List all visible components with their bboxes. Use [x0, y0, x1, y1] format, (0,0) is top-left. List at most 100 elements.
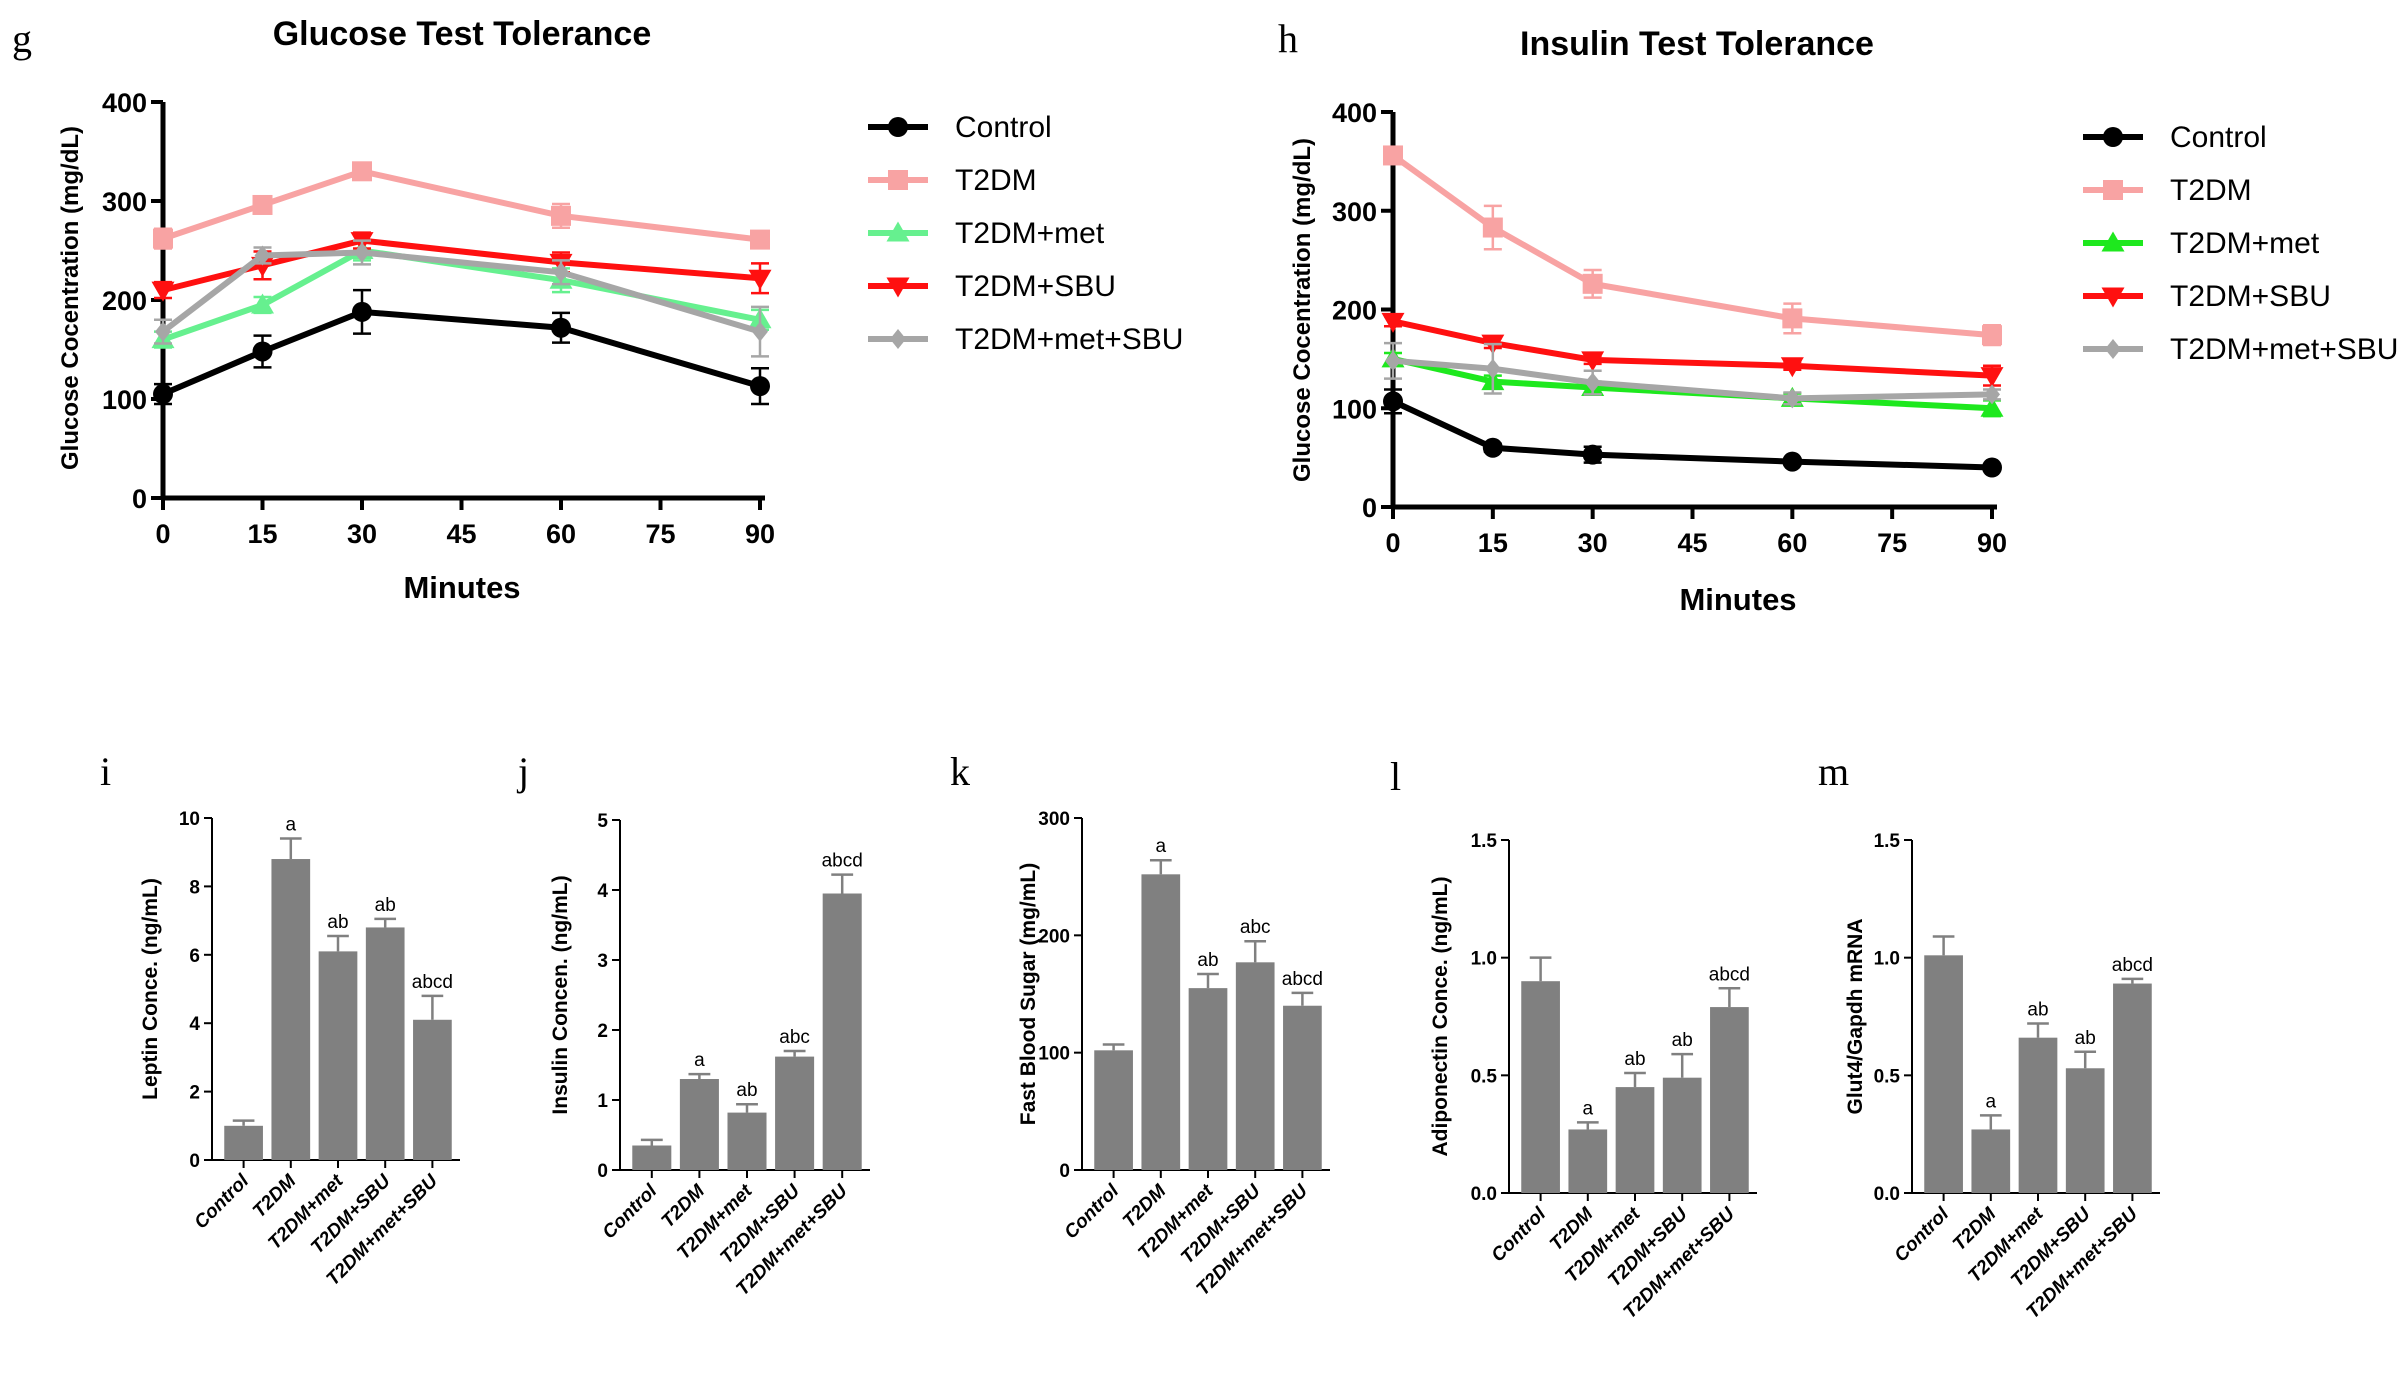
y-tick-label-l: 1.5	[1471, 831, 1498, 852]
x-tick-label-h: 75	[1877, 528, 1907, 558]
data-point-t2dm-met-sbu	[1484, 358, 1501, 379]
bar-t2dm-sbu	[1235, 962, 1275, 1170]
data-point-t2dm-sbu	[1381, 312, 1405, 333]
data-point-control	[551, 317, 571, 338]
legend-g: Control T2DM T2DM+met T2DM+SBU T2DM+met+…	[868, 111, 1183, 356]
x-tick-label-h: 60	[1777, 528, 1807, 558]
panel-g-glucose-tolerance: g Glucose Test Tolerance Glucose Cocentr…	[12, 15, 1183, 605]
panel-j-insulin: j Insulin Concen. (ng/mL) 0 1 2 3 4 5 Co…	[516, 749, 870, 1300]
y-tick-label-m: 1.0	[1874, 949, 1900, 970]
legend-marker	[2103, 127, 2123, 147]
panel-letter-g: g	[12, 16, 32, 61]
legend-label-g: T2DM	[955, 164, 1037, 197]
significance-label-i: ab	[327, 912, 348, 933]
data-point-t2dm-met-sbu	[1385, 350, 1401, 371]
category-label-j: Control	[599, 1180, 662, 1243]
bar-t2dm-sbu	[775, 1056, 815, 1170]
series-line-t2dm	[1391, 153, 1993, 339]
data-point-control	[352, 301, 372, 322]
plot-area-j	[612, 819, 870, 1178]
bar-t2dm-met-sbu	[1283, 1005, 1322, 1170]
panel-i-leptin: i Leptin Conce. (ng/mL) 0 2 4 6 8 10 Con…	[100, 749, 460, 1290]
legend-label-g: T2DM+met	[955, 217, 1105, 250]
category-label-m: Control	[1891, 1203, 1954, 1266]
data-point-t2dm-sbu	[1980, 367, 2004, 388]
data-point-t2dm	[1383, 145, 1403, 166]
data-point-t2dm-met-sbu	[752, 321, 768, 342]
y-tick-label-l: 0.5	[1471, 1066, 1498, 1087]
significance-label-i: abcd	[412, 972, 453, 993]
significance-label-m: a	[1986, 1091, 1997, 1112]
data-point-t2dm	[252, 194, 273, 215]
data-point-t2dm-met-sbu	[155, 321, 171, 342]
y-tick-label-h: 0	[1362, 493, 1377, 523]
y-tick-label-k: 100	[1038, 1044, 1070, 1065]
legend-marker	[888, 117, 908, 137]
category-label-i: Control	[191, 1170, 254, 1233]
x-tick-label-h: 90	[1977, 528, 2007, 558]
y-axis-title-j: Insulin Concen. (ng/mL)	[549, 875, 572, 1114]
y-tick-label-m: 1.5	[1874, 831, 1901, 852]
x-tick-label-g: 30	[347, 519, 377, 549]
legend-label-h: T2DM+met	[2170, 227, 2320, 260]
y-axis-title-l: Adiponectin Conce. (ng/mL)	[1429, 877, 1452, 1157]
significance-label-i: ab	[375, 895, 396, 916]
significance-label-j: abc	[779, 1027, 810, 1048]
y-axis-title-i: Leptin Conce. (ng/mL)	[139, 878, 162, 1100]
significance-label-k: abc	[1240, 917, 1271, 938]
significance-label-k: ab	[1197, 950, 1218, 971]
legend-label-h: Control	[2170, 121, 2267, 154]
y-tick-label-k: 200	[1038, 926, 1070, 947]
bar-t2dm-sbu	[1662, 1077, 1702, 1193]
data-point-t2dm-met-sbu	[354, 242, 370, 263]
significance-label-l: ab	[1672, 1030, 1693, 1051]
significance-label-j: a	[694, 1050, 705, 1071]
data-point-t2dm-met	[251, 293, 274, 314]
panel-letter-i: i	[100, 749, 111, 794]
y-tick-label-k: 300	[1038, 809, 1070, 830]
plot-area-h	[1381, 110, 2004, 519]
panel-m-glut4-mrna: m Glut4/Gapdh mRNA 0.0 0.5 1.0 1.5 Contr…	[1818, 749, 2160, 1323]
x-tick-label-g: 60	[546, 519, 576, 549]
panel-letter-l: l	[1390, 754, 1401, 799]
data-point-t2dm-met-sbu	[1784, 388, 1801, 409]
data-point-t2dm	[153, 228, 173, 249]
data-point-t2dm-met-sbu	[553, 262, 569, 283]
y-tick-label-j: 5	[597, 811, 608, 832]
significance-label-k: a	[1156, 836, 1167, 857]
significance-label-m: ab	[2075, 1028, 2096, 1049]
y-tick-label-l: 0.0	[1471, 1184, 1497, 1205]
y-tick-label-g: 0	[132, 484, 147, 514]
chart-title-h: Insulin Test Tolerance	[1520, 25, 1874, 63]
plot-area-i	[204, 817, 460, 1168]
significance-label-m: ab	[2027, 1000, 2048, 1021]
data-point-control	[1982, 457, 2002, 478]
series-line-control	[1391, 398, 1993, 471]
legend-h: Control T2DM T2DM+met T2DM+SBU T2DM+met+…	[2083, 121, 2398, 366]
y-tick-label-h: 100	[1332, 394, 1377, 424]
x-tick-label-g: 0	[155, 519, 170, 549]
bar-t2dm	[1141, 874, 1181, 1170]
bar-t2dm-met-sbu	[822, 893, 862, 1170]
y-tick-label-i: 8	[189, 877, 200, 898]
plot-area-k	[1074, 817, 1330, 1178]
y-tick-label-g: 200	[102, 286, 147, 316]
y-tick-label-i: 4	[189, 1014, 200, 1035]
legend-marker	[886, 221, 910, 242]
bar-t2dm	[271, 859, 311, 1160]
legend-marker	[888, 170, 908, 190]
panel-l-adiponectin: l Adiponectin Conce. (ng/mL) 0.0 0.5 1.0…	[1390, 754, 1757, 1323]
data-point-control	[153, 384, 173, 405]
bar-t2dm-met	[1188, 988, 1228, 1170]
x-tick-label-g: 75	[645, 519, 675, 549]
x-axis-title-g: Minutes	[403, 570, 520, 605]
data-point-t2dm-met-sbu	[1584, 372, 1601, 393]
bar-control	[632, 1145, 672, 1170]
data-point-t2dm-met-sbu	[1984, 384, 2000, 405]
bar-t2dm-met	[1615, 1087, 1655, 1193]
significance-label-k: abcd	[1282, 969, 1323, 990]
y-tick-label-i: 10	[179, 809, 200, 830]
data-point-control	[1482, 437, 1503, 458]
